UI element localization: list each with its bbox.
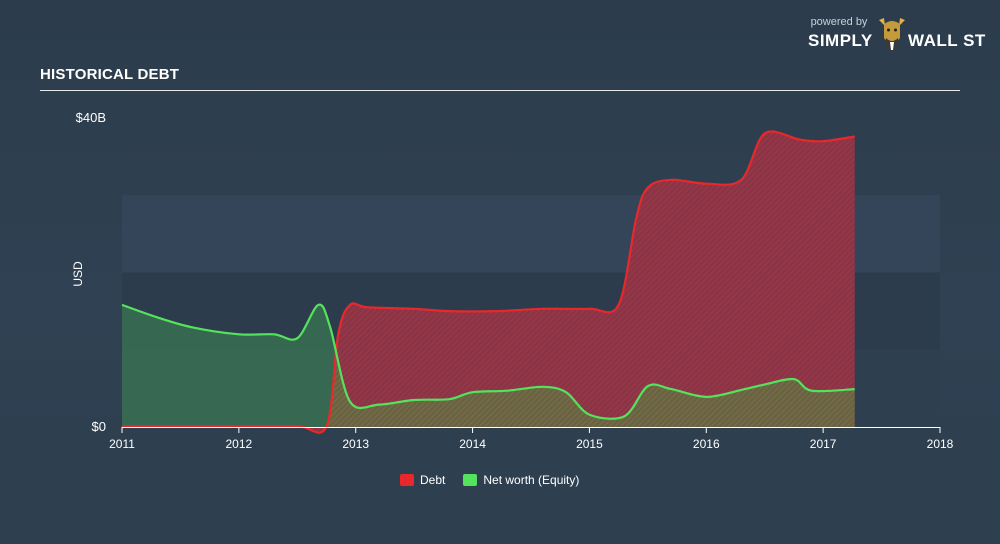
x-tick-label: 2011	[109, 437, 135, 451]
legend-label-debt: Debt	[420, 473, 446, 487]
bull-icon	[879, 18, 905, 50]
x-tick-label: 2012	[226, 437, 253, 451]
brand-name-right: WALL ST	[908, 31, 986, 50]
debt-line	[122, 130, 855, 434]
equity-line	[121, 303, 855, 420]
x-axis: 2011 2012 2013 2014 2015 2016 2017 2018	[109, 427, 954, 451]
legend-item-debt[interactable]: Debt	[400, 473, 445, 487]
legend-label-equity: Net worth (Equity)	[483, 473, 580, 487]
x-tick-label: 2014	[459, 437, 486, 451]
x-tick-label: 2018	[927, 437, 954, 451]
brand-powered-by: powered by	[810, 16, 868, 28]
x-tick-label: 2016	[693, 437, 720, 451]
page-title: HISTORICAL DEBT	[40, 66, 180, 83]
x-tick-label: 2017	[810, 437, 837, 451]
y-tick-label: $40B	[76, 110, 106, 125]
legend: Debt Net worth (Equity)	[400, 473, 579, 487]
legend-swatch-equity	[463, 474, 478, 486]
legend-swatch-debt	[400, 474, 414, 486]
brand-name-left: SIMPLY	[808, 31, 873, 50]
x-tick-label: 2013	[342, 437, 369, 451]
y-axis-label: USD	[71, 261, 85, 287]
y-tick-label: $0	[92, 419, 106, 434]
legend-item-equity[interactable]: Net worth (Equity)	[463, 473, 579, 487]
x-tick-label: 2015	[576, 437, 603, 451]
brand-logo: powered by SIMPLY WALL ST	[808, 14, 988, 54]
debt-area	[122, 131, 855, 433]
y-axis-ticks: $0 $40B	[76, 110, 106, 434]
title-divider	[40, 90, 960, 91]
